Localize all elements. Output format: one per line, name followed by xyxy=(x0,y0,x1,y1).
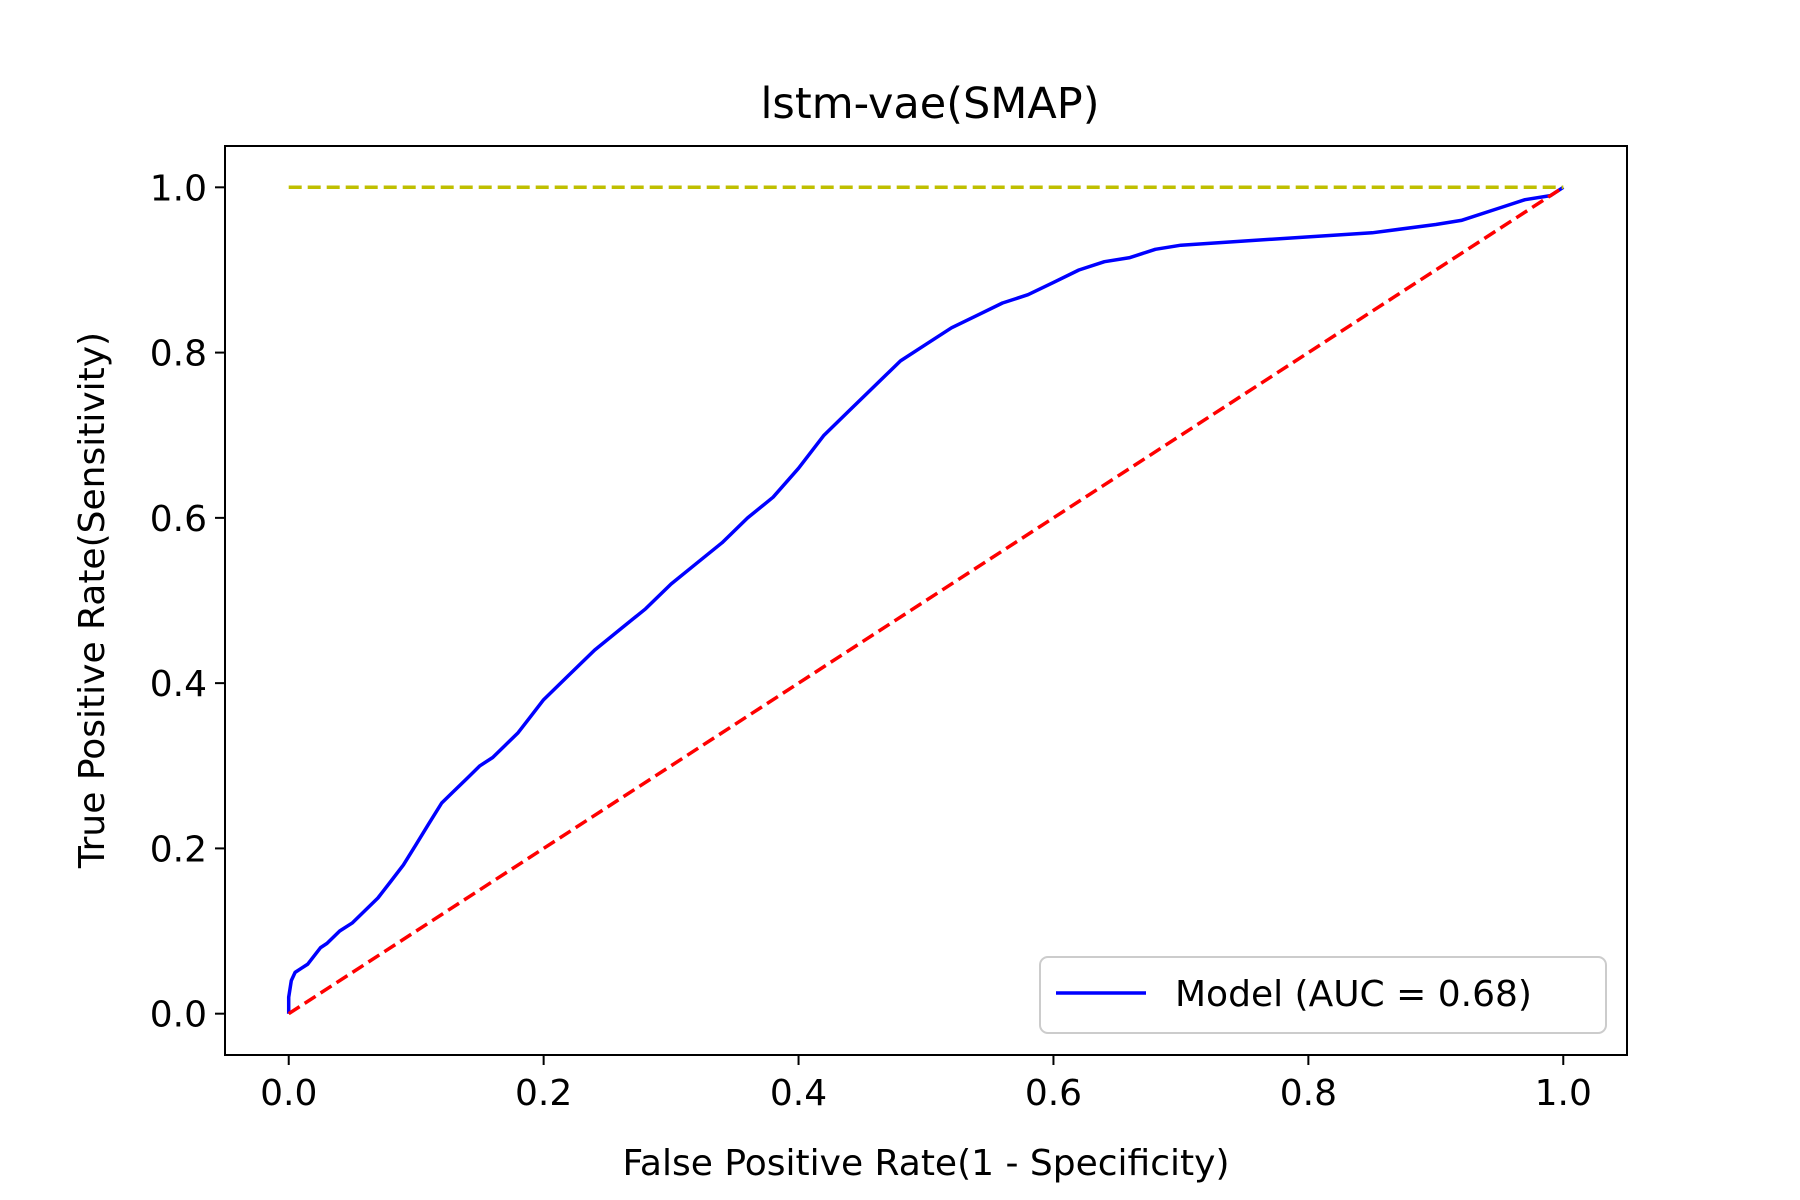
y-axis-label: True Positive Rate(Sensitivity) xyxy=(72,332,113,869)
model-roc-line xyxy=(286,185,1565,1014)
y-tick-label: 1.0 xyxy=(150,168,207,209)
series-layer xyxy=(286,185,1565,1016)
y-tick-label: 0.0 xyxy=(150,995,207,1036)
x-axis-label: False Positive Rate(1 - Specificity) xyxy=(623,1143,1230,1184)
random-baseline-line xyxy=(287,185,1565,1016)
chart-title: lstm-vae(SMAP) xyxy=(760,79,1099,129)
x-tick-label: 0.8 xyxy=(1280,1073,1337,1114)
y-tick-label: 0.4 xyxy=(150,664,207,705)
x-tick-label: 0.0 xyxy=(260,1073,317,1114)
y-tick-label: 0.2 xyxy=(150,829,207,870)
x-tick-label: 1.0 xyxy=(1535,1073,1592,1114)
y-tick-label: 0.8 xyxy=(150,334,207,375)
ticks-layer: 0.0 0.2 0.4 0.6 0.8 1.0 0.0 0.2 0.4 0.6 0.8 1.0 xyxy=(150,168,1592,1114)
y-tick-label: 0.6 xyxy=(150,499,207,540)
x-tick-label: 0.6 xyxy=(1025,1073,1082,1114)
plot-area-frame xyxy=(224,145,1628,1056)
legend-box xyxy=(1039,956,1607,1034)
x-tick-label: 0.4 xyxy=(770,1073,827,1114)
legend: Model (AUC = 0.68) xyxy=(1039,956,1607,1034)
legend-model-label: Model (AUC = 0.68) xyxy=(1175,974,1532,1015)
x-tick-label: 0.2 xyxy=(515,1073,572,1114)
